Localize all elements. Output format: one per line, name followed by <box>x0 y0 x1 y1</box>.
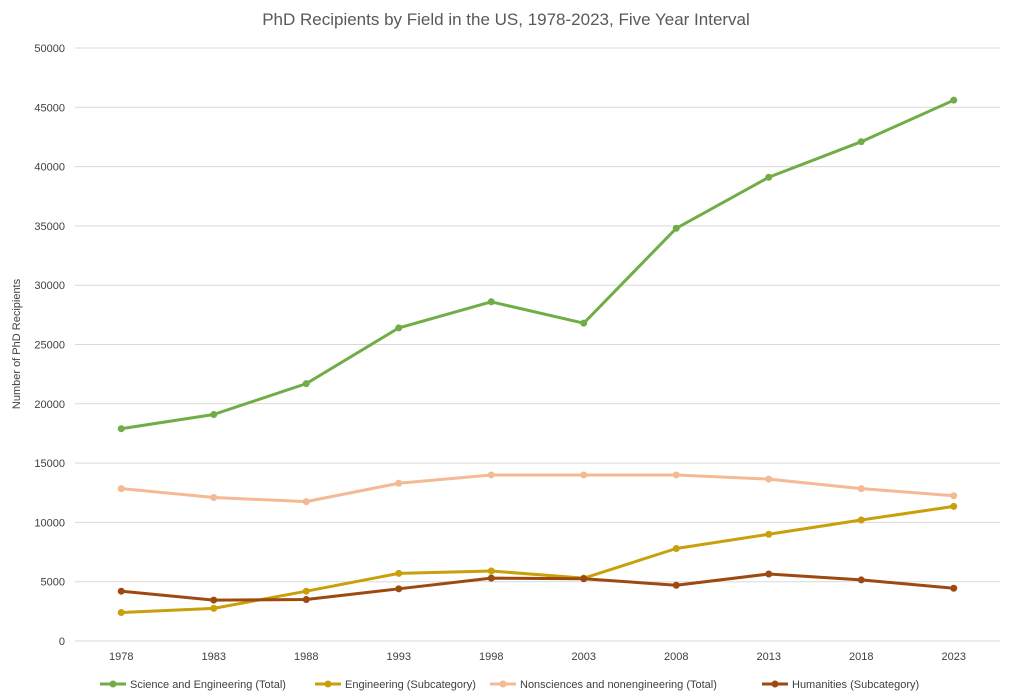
data-point <box>950 584 958 592</box>
series-line <box>119 572 956 602</box>
legend-item: Nonsciences and nonengineering (Total) <box>490 679 717 691</box>
data-point <box>580 319 588 327</box>
data-point <box>672 471 680 479</box>
data-point <box>395 324 403 332</box>
chart-title: PhD Recipients by Field in the US, 1978-… <box>262 10 750 29</box>
data-point <box>487 574 495 582</box>
data-point <box>580 575 588 583</box>
data-point <box>672 581 680 589</box>
legend-label: Humanities (Subcategory) <box>792 679 919 691</box>
data-point <box>765 475 773 483</box>
data-point <box>210 410 218 418</box>
legend-swatch-marker <box>771 680 779 688</box>
y-tick-label: 50000 <box>34 43 65 55</box>
y-tick-label: 45000 <box>34 102 65 114</box>
data-point <box>487 471 495 479</box>
series-1 <box>117 96 958 433</box>
data-point <box>857 516 865 524</box>
data-point <box>210 493 218 501</box>
y-axis-title: Number of PhD Recipients <box>11 278 23 409</box>
data-point <box>210 596 218 604</box>
data-point <box>395 585 403 593</box>
data-point <box>857 485 865 493</box>
data-point <box>950 502 958 510</box>
x-tick-label: 2008 <box>664 651 688 663</box>
data-point <box>487 567 495 575</box>
data-point <box>117 425 125 433</box>
data-point <box>672 224 680 232</box>
legend-label: Science and Engineering (Total) <box>130 679 286 691</box>
data-point <box>395 479 403 487</box>
series-line <box>119 98 956 431</box>
legend-item: Engineering (Subcategory) <box>315 679 476 691</box>
x-tick-label: 2018 <box>849 651 873 663</box>
data-point <box>302 587 310 595</box>
y-tick-label: 40000 <box>34 162 65 174</box>
series-line <box>119 473 956 504</box>
x-tick-label: 2013 <box>757 651 781 663</box>
data-point <box>765 570 773 578</box>
data-point <box>302 380 310 388</box>
legend-swatch-marker <box>109 680 117 688</box>
x-tick-label: 1983 <box>202 651 226 663</box>
data-point <box>950 96 958 104</box>
legend-swatch-marker <box>324 680 332 688</box>
legend-label: Nonsciences and nonengineering (Total) <box>520 679 717 691</box>
data-point <box>672 544 680 552</box>
y-tick-label: 0 <box>59 636 65 648</box>
x-tick-label: 1993 <box>387 651 411 663</box>
y-tick-label: 20000 <box>34 399 65 411</box>
x-tick-label: 1988 <box>294 651 318 663</box>
y-tick-label: 5000 <box>41 577 65 589</box>
data-point <box>117 485 125 493</box>
data-point <box>765 173 773 181</box>
y-tick-label: 30000 <box>34 280 65 292</box>
x-axis-ticks: 1978 1983 1988 1993 1998 2003 2008 2013 2018 2023 <box>109 651 966 663</box>
legend-label: Engineering (Subcategory) <box>345 679 476 691</box>
gridlines <box>75 47 1000 642</box>
series-3 <box>117 471 958 506</box>
legend: Science and Engineering (Total) Engineeri… <box>100 679 919 691</box>
x-tick-label: 1978 <box>109 651 133 663</box>
legend-swatch-marker <box>499 680 507 688</box>
y-tick-label: 15000 <box>34 458 65 470</box>
y-tick-label: 35000 <box>34 221 65 233</box>
legend-item: Humanities (Subcategory) <box>762 679 919 691</box>
data-point <box>302 595 310 603</box>
data-point <box>950 492 958 500</box>
data-point <box>857 138 865 146</box>
legend-item: Science and Engineering (Total) <box>100 679 286 691</box>
data-point <box>302 498 310 506</box>
y-tick-label: 10000 <box>34 517 65 529</box>
data-point <box>210 604 218 612</box>
data-point <box>117 587 125 595</box>
data-point <box>765 530 773 538</box>
data-point <box>395 569 403 577</box>
x-tick-label: 2003 <box>572 651 596 663</box>
data-point <box>580 471 588 479</box>
x-tick-label: 1998 <box>479 651 503 663</box>
data-point <box>857 576 865 584</box>
data-point <box>487 298 495 306</box>
series-group <box>117 96 958 617</box>
series-4 <box>117 570 958 604</box>
x-tick-label: 2023 <box>942 651 966 663</box>
y-axis-ticks: 0 5000 10000 15000 20000 25000 30000 35000 40000… <box>34 43 65 648</box>
y-tick-label: 25000 <box>34 340 65 352</box>
data-point <box>117 609 125 617</box>
